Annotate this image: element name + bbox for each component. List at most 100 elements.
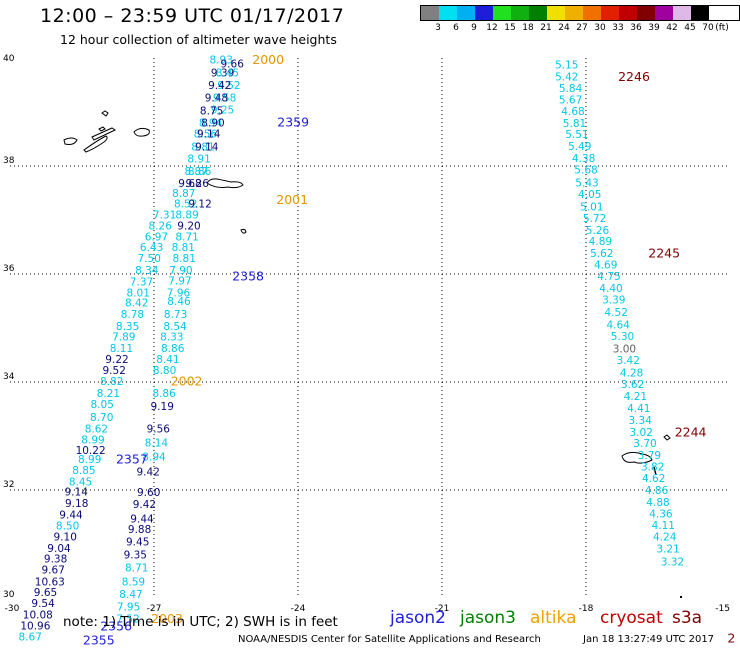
wave-height-value: 9.52 <box>217 80 240 92</box>
island-sao-jorge <box>91 127 117 141</box>
wave-height-value: 3.42 <box>617 355 640 367</box>
pass-time-label: 2 <box>727 631 735 646</box>
wave-height-value: 8.90 <box>201 117 224 129</box>
wave-height-value: 3.70 <box>633 438 656 450</box>
latitude-tick-label: 38 <box>3 156 15 166</box>
wave-height-value: 8.05 <box>91 399 114 411</box>
legend-swatch <box>511 6 529 20</box>
wave-height-value: 4.68 <box>561 106 584 118</box>
wave-height-value: 8.26 <box>149 221 173 233</box>
legend-label: 15 <box>504 23 516 33</box>
wave-height-value: 8.59 <box>122 576 145 588</box>
longitude-tick-label: -30 <box>5 604 20 614</box>
wave-height-value: 8.85 <box>72 465 95 477</box>
wave-height-value: 4.11 <box>652 520 675 532</box>
wave-height-value: 8.50 <box>56 521 79 533</box>
wave-height-value: 5.51 <box>565 129 588 141</box>
wave-height-value: 8.82 <box>100 376 123 388</box>
credit-line: NOAA/NESDIS Center for Satellite Applica… <box>238 634 541 645</box>
wave-height-value: 9.38 <box>44 554 67 566</box>
island-faial <box>63 137 78 145</box>
legend-label: 36 <box>630 23 642 33</box>
island-outlines <box>63 110 682 598</box>
wave-height-value: 10.22 <box>76 445 106 457</box>
wave-height-value: 4.64 <box>607 319 631 331</box>
wave-height-value: 8.34 <box>135 265 159 277</box>
latitude-tick-label: 36 <box>3 264 15 274</box>
pass-time-label: 2355 <box>83 633 115 648</box>
pass-time-label: 2356 <box>100 619 132 634</box>
wave-height-value: 9.26 <box>186 178 210 190</box>
legend-label: 21 <box>540 23 552 33</box>
wave-height-value: 7.97 <box>168 276 191 288</box>
pass-time-label: 2358 <box>232 269 264 284</box>
wave-height-value: 9.65 <box>34 587 57 599</box>
wave-height-value: 8.99 <box>78 454 101 466</box>
wave-height-value: 8.94 <box>199 117 223 129</box>
wave-height-value: 8.99 <box>81 434 104 446</box>
mission-jason3: jason3 <box>460 608 516 628</box>
wave-height-value: 8.62 <box>85 424 108 436</box>
wave-height-value: 9.20 <box>177 221 200 233</box>
wave-height-value: 8.87 <box>185 166 208 178</box>
wave-height-value: 7.50 <box>138 253 161 265</box>
wave-height-value: 8.41 <box>156 354 179 366</box>
legend-labels: 3 6 9 12 15 18 21 24 27 30 33 36 39 42 45 70 (ft) <box>420 21 740 35</box>
wave-height-value: 8.94 <box>142 452 166 464</box>
wave-height-value: 8.33 <box>160 332 183 344</box>
legend-swatch <box>547 6 565 20</box>
wave-height-value: 5.84 <box>559 83 583 95</box>
pass-time-label: 2000 <box>252 52 284 67</box>
wave-height-value: 8.45 <box>216 68 239 80</box>
wave-height-value: 3.82 <box>641 461 664 473</box>
legend-swatch <box>565 6 583 20</box>
pass-time-label: 2359 <box>277 114 309 129</box>
wave-height-value: 9.42 <box>133 499 156 511</box>
legend-unit: (ft) <box>715 23 729 33</box>
legend-swatch <box>619 6 637 20</box>
latitude-tick-label: 40 <box>3 54 15 64</box>
wave-height-value: 3.34 <box>629 415 653 427</box>
wave-height-value: 8.81 <box>172 242 195 254</box>
wave-height-value: 5.26 <box>586 225 610 237</box>
legend-label: 3 <box>435 23 441 33</box>
wave-height-value: 4.05 <box>578 189 601 201</box>
wave-height-value: 4.36 <box>649 508 673 520</box>
wave-height-value: 8.87 <box>172 188 195 200</box>
wave-height-value: 8.14 <box>145 438 169 450</box>
legend-swatch <box>457 6 475 20</box>
wave-height-values: 8.939.669.398.459.529.429.589.489.258.75… <box>19 55 685 644</box>
wave-height-value: 3.62 <box>621 379 644 391</box>
wave-height-value: 9.60 <box>137 487 160 499</box>
wave-height-value: 8.45 <box>69 476 92 488</box>
wave-height-value: 9.52 <box>103 365 126 377</box>
wave-height-value: 9.04 <box>47 543 71 555</box>
wave-height-value: 8.93 <box>210 55 233 67</box>
mission-s3a: s3a <box>672 608 703 628</box>
generated-timestamp: Jan 18 13:27:49 UTC 2017 <box>583 634 715 645</box>
mission-jason2: jason2 <box>390 608 446 628</box>
wave-height-value: 9.19 <box>151 401 174 413</box>
axis-labels: -30 -27 -24 -21 -18 -15 30 32 34 36 38 40 <box>3 54 730 614</box>
wave-height-value: 4.88 <box>646 497 669 509</box>
wave-height-value: 8.73 <box>164 309 187 321</box>
wave-height-value: 5.30 <box>611 331 634 343</box>
wave-height-value: 8.81 <box>173 253 196 265</box>
legend-swatch <box>691 6 709 20</box>
wave-height-value: 6.97 <box>145 231 168 243</box>
wave-height-value: 8.86 <box>152 388 176 400</box>
wave-height-value: 4.40 <box>599 283 622 295</box>
latitude-tick-label: 32 <box>3 480 14 490</box>
pass-time-label: 2003 <box>151 611 183 626</box>
wave-height-value: 8.01 <box>127 287 150 299</box>
island-desertas <box>653 466 657 476</box>
wave-height-value: 4.89 <box>589 236 612 248</box>
wave-height-value: 8.91 <box>187 154 210 166</box>
wave-height-value: 7.37 <box>130 277 153 289</box>
legend-label: 27 <box>576 23 588 33</box>
wave-height-value: 7.31 <box>153 210 176 222</box>
wave-height-value: 8.75 <box>200 106 223 118</box>
latitude-tick-label: 30 <box>3 590 15 600</box>
island-flores <box>101 110 109 117</box>
wave-height-value: 7.89 <box>112 332 135 344</box>
